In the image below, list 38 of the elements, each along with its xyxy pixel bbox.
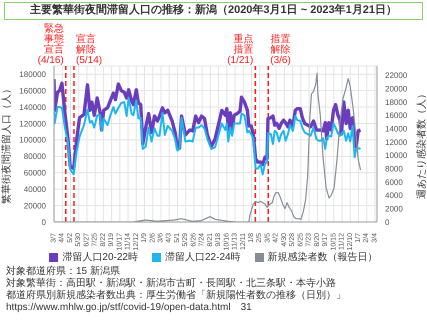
text: 都道府県別新規感染者数出典：厚生労働省「新規陽性者数の推移（日別）」 xyxy=(6,290,346,302)
y2-tick-label: 2000 xyxy=(385,204,404,214)
line-series xyxy=(54,97,362,176)
y-tick-label: 180000 xyxy=(19,70,47,80)
y-tick-label: 100000 xyxy=(19,136,47,145)
chart-title: 主要繁華街夜間滞留人口の推移：新潟（2020年3月1日 ~ 2023年1月21日） xyxy=(4,2,423,20)
y2-tick-label: 4000 xyxy=(385,191,404,200)
y2-tick-label: 8000 xyxy=(385,164,404,174)
y2-tick-label: 0 xyxy=(385,218,390,227)
y-tick-label: 140000 xyxy=(19,102,47,112)
ref-line-label: 宣言解除(5/14) xyxy=(76,33,102,66)
ref-line-label: 重点措置(1/21) xyxy=(227,33,254,66)
y2-tick-label: 6000 xyxy=(385,178,404,187)
y-tick-label: 0 xyxy=(42,218,47,227)
y2-tick-label: 20000 xyxy=(385,84,408,94)
y2-tick-label: 18000 xyxy=(385,98,408,107)
text: 31 xyxy=(240,302,252,314)
y-tick-label: 60000 xyxy=(24,168,47,178)
y2-tick-label: 22000 xyxy=(385,71,408,80)
legend-label: 滞留人口20-22時 xyxy=(62,250,138,264)
ref-line-label: 措置解除(3/6) xyxy=(270,33,291,66)
y-axis-title: 繁華街夜間滞留人口（人） xyxy=(0,84,13,204)
y2-tick-label: 12000 xyxy=(385,138,408,147)
ref-line-label: 緊急事態宣言(4/16) xyxy=(38,22,64,66)
y2-tick-label: 14000 xyxy=(385,124,408,134)
legend-label: 滞留人口22-24時 xyxy=(165,250,241,264)
y2-axis-title: 週あたり感染者数（人） xyxy=(416,89,427,199)
legend-label: 新規感染者数（報告日） xyxy=(268,250,378,264)
text: 対象都道府県：15 新潟県 xyxy=(6,266,120,278)
y-tick-label: 120000 xyxy=(19,119,47,128)
text: 対象繁華街：高田駅・新潟駅・新潟市古町・長岡駅・北三条駅・本寺小路 xyxy=(6,278,336,290)
y-tick-label: 80000 xyxy=(24,152,47,162)
y2-tick-label: 10000 xyxy=(385,151,408,160)
y-tick-label: 20000 xyxy=(24,201,47,210)
y2-tick-label: 16000 xyxy=(385,111,408,120)
text: https://www.mhlw.go.jp/stf/covid-19/open-data.html xyxy=(6,302,231,314)
y-tick-label: 40000 xyxy=(24,185,47,194)
y-tick-label: 160000 xyxy=(19,86,47,96)
